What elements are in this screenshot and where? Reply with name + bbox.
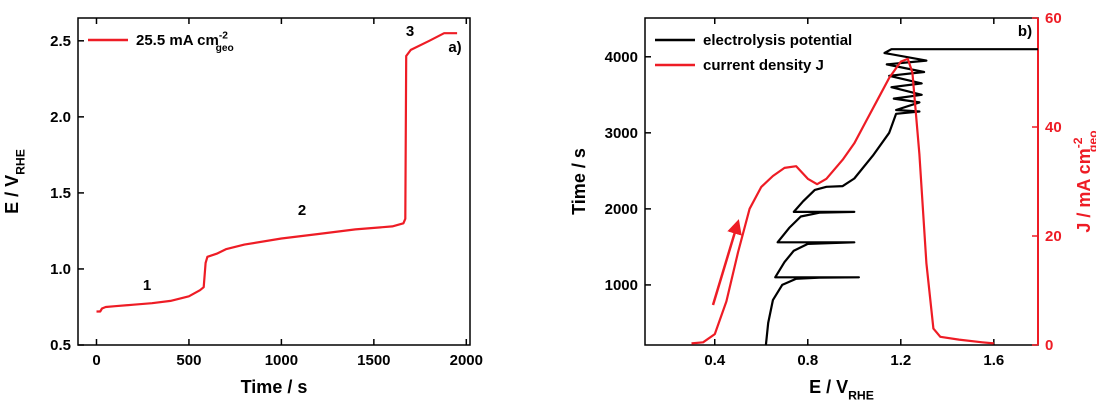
x-tick-label: 1.2 — [890, 352, 911, 369]
x-axis-label: Time / s — [241, 377, 308, 397]
y2-axis-label-sub: geo — [1086, 130, 1096, 152]
y-tick-label: 0.5 — [50, 337, 71, 354]
data-line — [691, 57, 994, 345]
y-axis-label-sub: RHE — [13, 149, 27, 175]
annotation: 3 — [406, 23, 414, 40]
data-line — [96, 32, 458, 313]
x-tick-label: 2000 — [450, 352, 483, 369]
legend-label-main: 25.5 mA cm — [136, 32, 219, 49]
x-tick-label: 0 — [92, 352, 100, 369]
y-tick-label: 1.0 — [50, 261, 71, 278]
plot-frame — [77, 17, 471, 346]
y-tick-label: 2.0 — [50, 109, 71, 126]
x-tick-label: 0.4 — [704, 352, 726, 369]
x-tick-label: 500 — [176, 352, 201, 369]
legend-label: electrolysis potential — [703, 32, 852, 49]
x-tick-label: 1.6 — [983, 352, 1004, 369]
x-axis-label-main: E / V — [809, 377, 848, 397]
y-axis-label-main: E / V — [2, 175, 22, 214]
y2-tick-label: 60 — [1045, 10, 1062, 27]
y2-axis-label-sup: -2 — [1071, 137, 1085, 148]
x-axis-label-sub: RHE — [848, 388, 874, 402]
y-axis-label: Time / s — [569, 148, 589, 215]
legend-label: 25.5 mA cm-2 geo — [136, 30, 234, 54]
y2-axis-label: J / mA cm-2geo — [1071, 130, 1096, 232]
y2-axis-label-main: J / mA cm — [1074, 148, 1094, 232]
legend-label-sup: -2 — [219, 30, 228, 41]
y-tick-label: 4000 — [605, 49, 638, 66]
y-tick-label: 1000 — [605, 277, 638, 294]
y-tick-label: 2.5 — [50, 33, 71, 50]
annotation: 2 — [298, 202, 306, 219]
x-axis-label: E / VRHE — [809, 377, 874, 402]
legend-label-sub: geo — [216, 43, 234, 54]
scan-direction-arrow — [711, 219, 742, 306]
y-axis-label: E / VRHE — [2, 149, 27, 214]
legend-label: current density J — [703, 57, 824, 74]
x-tick-label: 1500 — [357, 352, 390, 369]
annotation: 1 — [143, 277, 151, 294]
annotation: b) — [1018, 23, 1032, 40]
annotation: a) — [448, 39, 461, 56]
y-tick-label: 3000 — [605, 125, 638, 142]
y-tick-label: 2000 — [605, 201, 638, 218]
y2-tick-label: 0 — [1045, 337, 1053, 354]
x-tick-label: 0.8 — [797, 352, 818, 369]
x-tick-label: 1000 — [265, 352, 298, 369]
y2-tick-label: 40 — [1045, 119, 1062, 136]
data-line — [764, 48, 1038, 346]
y-tick-label: 1.5 — [50, 185, 71, 202]
y2-tick-label: 20 — [1045, 228, 1062, 245]
